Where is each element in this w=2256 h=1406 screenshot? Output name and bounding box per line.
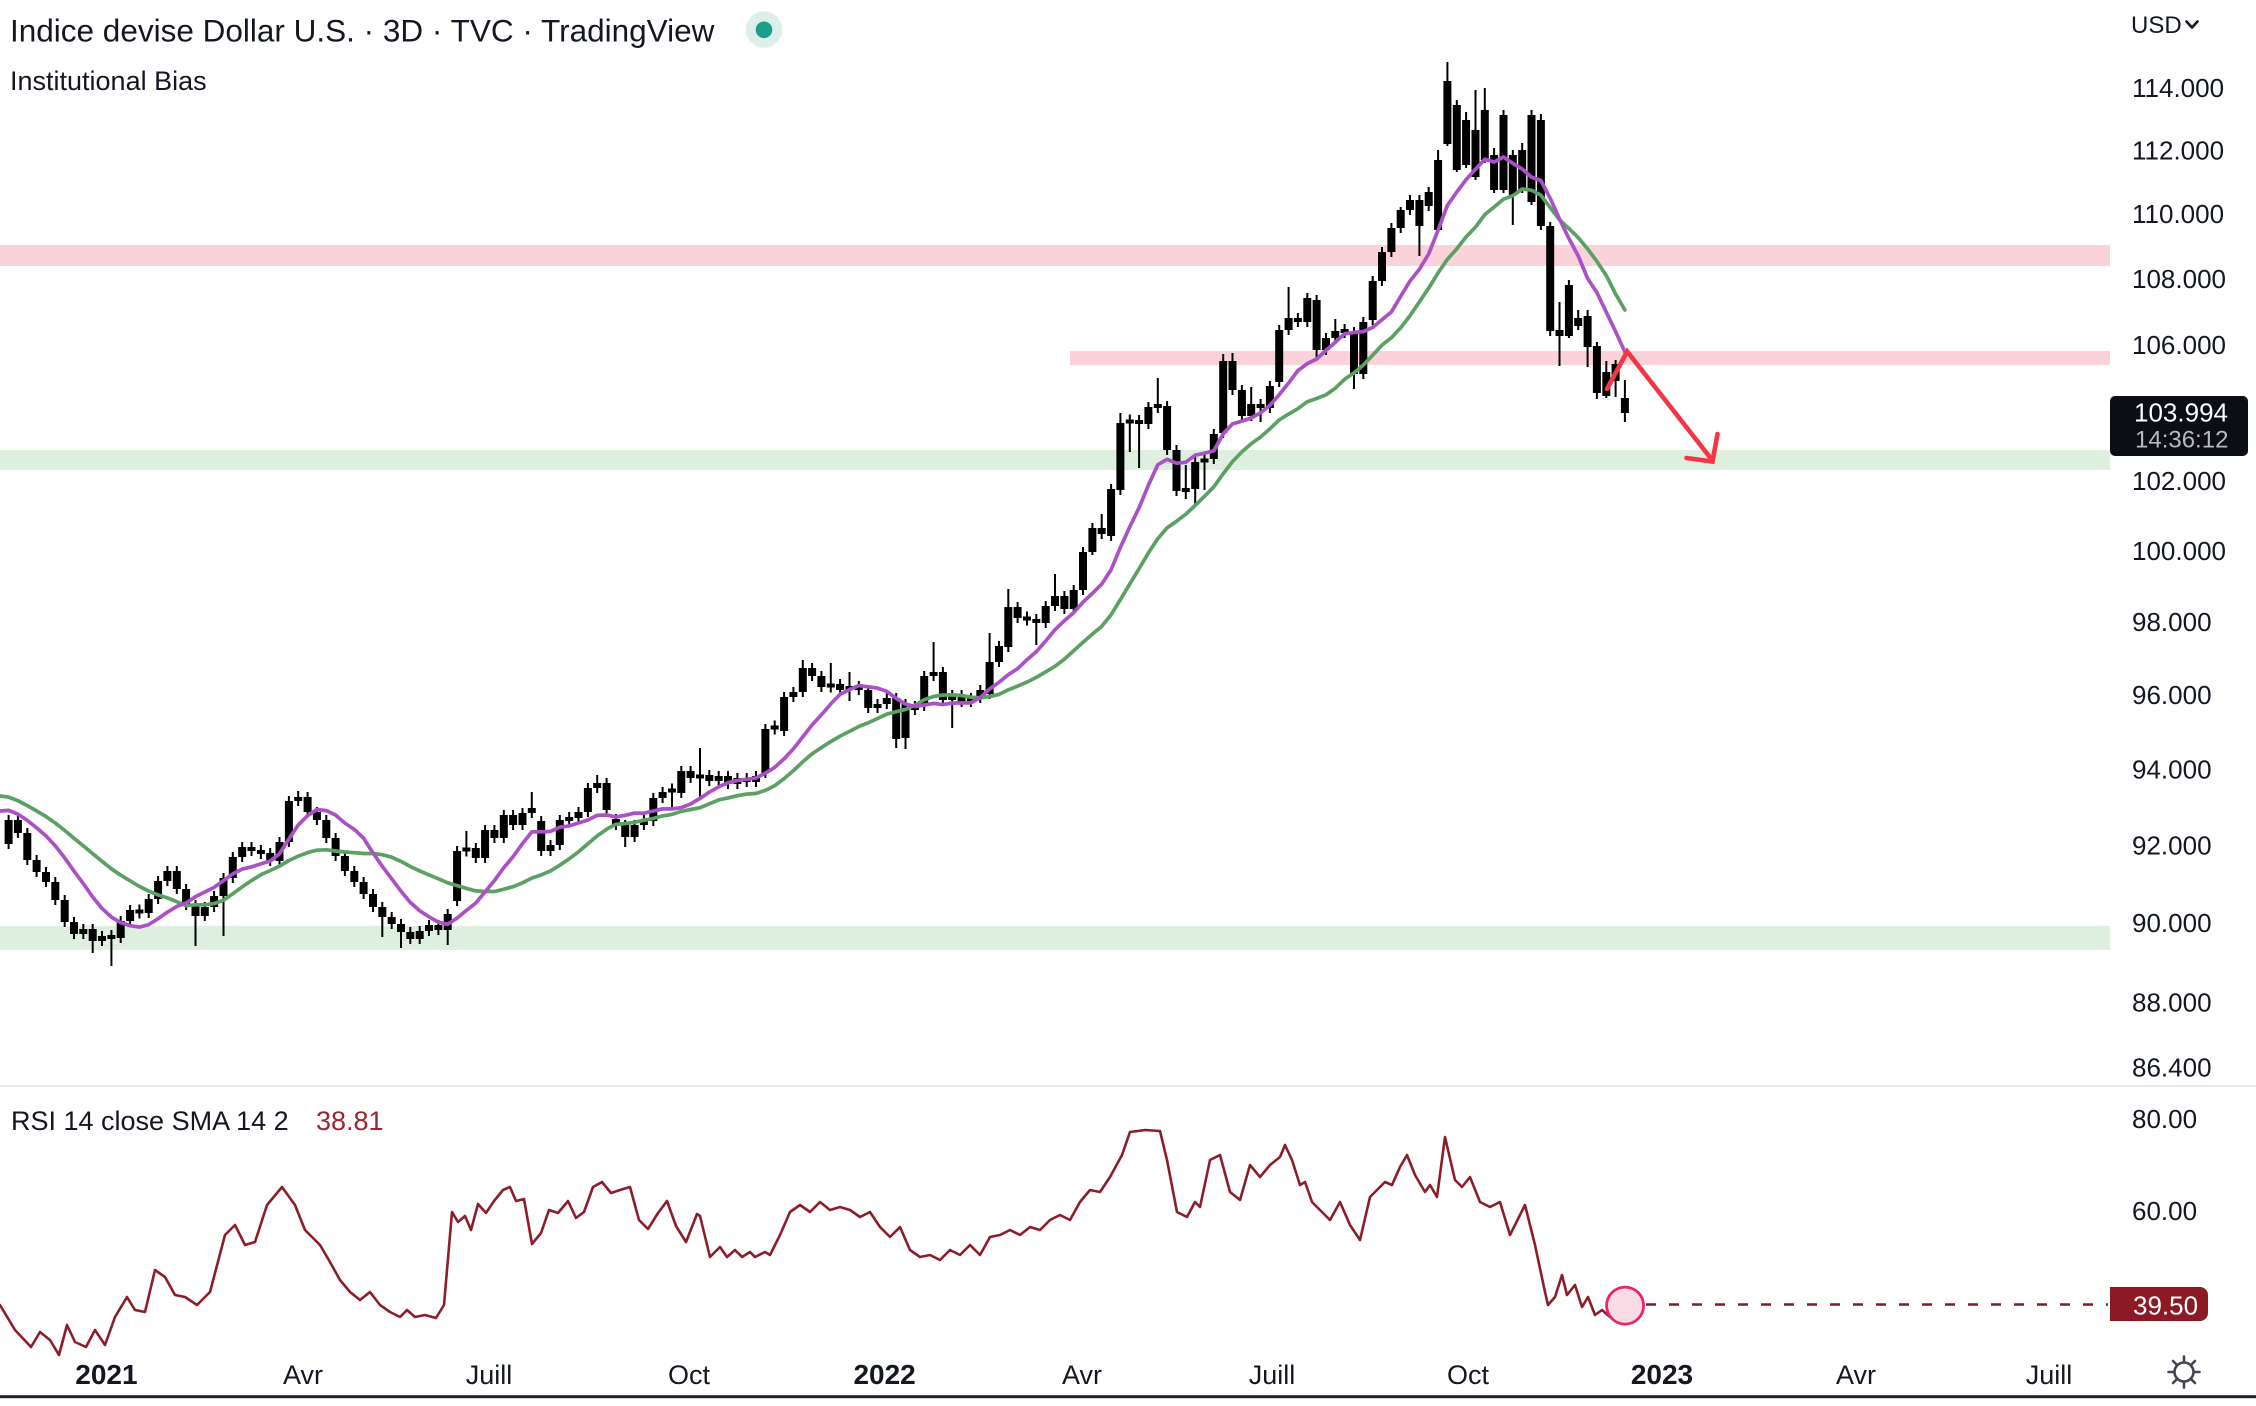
- svg-text:94.000: 94.000: [2132, 755, 2212, 785]
- svg-text:86.400: 86.400: [2132, 1052, 2212, 1082]
- svg-text:100.000: 100.000: [2132, 536, 2226, 566]
- svg-text:96.000: 96.000: [2132, 680, 2212, 710]
- svg-text:98.000: 98.000: [2132, 607, 2212, 637]
- svg-text:90.000: 90.000: [2132, 908, 2212, 938]
- svg-text:114.000: 114.000: [2132, 73, 2224, 103]
- svg-text:92.000: 92.000: [2132, 830, 2212, 860]
- svg-text:Avr: Avr: [1836, 1360, 1876, 1390]
- svg-text:Juill: Juill: [2026, 1360, 2073, 1390]
- svg-text:102.000: 102.000: [2132, 466, 2226, 496]
- svg-text:Institutional Bias: Institutional Bias: [10, 66, 207, 96]
- svg-text:2021: 2021: [75, 1359, 137, 1390]
- svg-text:Avr: Avr: [283, 1360, 323, 1390]
- svg-text:Avr: Avr: [1062, 1360, 1102, 1390]
- svg-text:108.000: 108.000: [2132, 264, 2226, 294]
- svg-text:Juill: Juill: [1249, 1360, 1296, 1390]
- svg-text:106.000: 106.000: [2132, 330, 2226, 360]
- svg-text:Indice devise Dollar U.S. · 3D: Indice devise Dollar U.S. · 3D · TVC · T…: [10, 13, 715, 49]
- svg-text:112.000: 112.000: [2132, 136, 2224, 166]
- svg-text:39.50: 39.50: [2133, 1291, 2198, 1321]
- svg-text:Oct: Oct: [1447, 1360, 1490, 1390]
- svg-text:14:36:12: 14:36:12: [2135, 427, 2228, 454]
- svg-text:38.81: 38.81: [316, 1106, 384, 1136]
- svg-text:RSI 14 close SMA 14 2: RSI 14 close SMA 14 2: [11, 1106, 289, 1136]
- svg-text:88.000: 88.000: [2132, 988, 2212, 1018]
- svg-text:Juill: Juill: [466, 1360, 513, 1390]
- svg-text:USD: USD: [2131, 12, 2182, 39]
- svg-text:2022: 2022: [853, 1359, 915, 1390]
- svg-text:2023: 2023: [1631, 1359, 1693, 1390]
- svg-text:Oct: Oct: [668, 1360, 711, 1390]
- svg-text:80.00: 80.00: [2132, 1104, 2197, 1134]
- svg-text:110.000: 110.000: [2132, 199, 2224, 229]
- svg-text:103.994: 103.994: [2134, 398, 2228, 428]
- svg-text:60.00: 60.00: [2132, 1196, 2197, 1226]
